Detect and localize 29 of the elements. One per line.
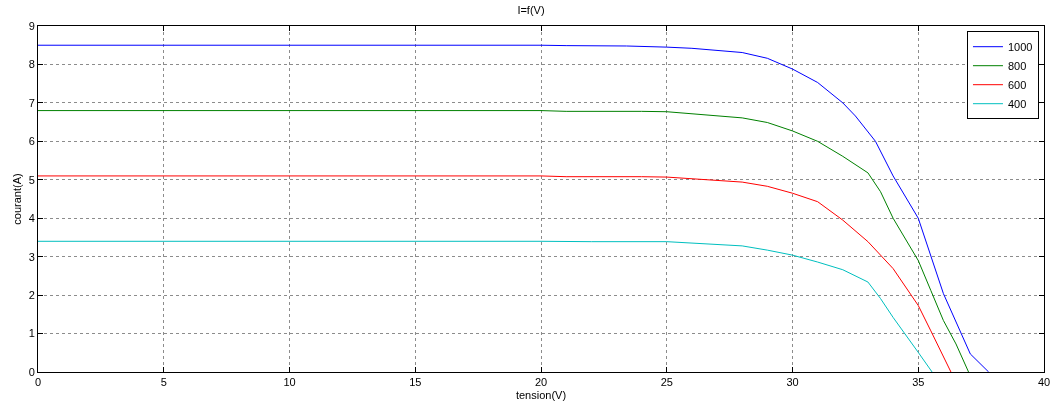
legend-label: 600: [1007, 78, 1027, 91]
y-tick-label: 4: [28, 212, 35, 225]
x-tick-label: 40: [1037, 376, 1051, 389]
y-tick-label: 0: [28, 365, 35, 378]
x-tick-label: 35: [912, 376, 925, 389]
y-tick-label: 8: [28, 58, 35, 71]
x-tick-label: 25: [660, 376, 673, 389]
x-tick-label: 30: [786, 376, 799, 389]
line-series: [38, 110, 970, 372]
y-tick-label: 3: [28, 250, 35, 263]
y-tick-label: 5: [28, 173, 35, 186]
y-tick-label: 9: [28, 19, 35, 32]
line-series: [38, 175, 952, 372]
y-tick-label: 1: [28, 327, 35, 340]
legend-label: 800: [1007, 59, 1027, 72]
y-tick-label: 7: [28, 96, 35, 109]
line-series: [38, 44, 990, 372]
y-tick-label: 6: [28, 135, 35, 148]
y-tick-label: 2: [28, 288, 35, 301]
x-tick-label: 10: [283, 376, 296, 389]
x-tick-label: 15: [409, 376, 422, 389]
y-axis-title: courant(A): [11, 173, 24, 225]
legend-label: 1000: [1007, 40, 1033, 53]
legend-label: 400: [1007, 97, 1027, 110]
x-tick-label: 20: [534, 376, 548, 389]
x-axis-title: tension(V): [515, 389, 567, 402]
line-series: [38, 240, 933, 372]
x-tick-label: 5: [160, 376, 167, 389]
chart-title: I=f(V): [517, 3, 545, 16]
